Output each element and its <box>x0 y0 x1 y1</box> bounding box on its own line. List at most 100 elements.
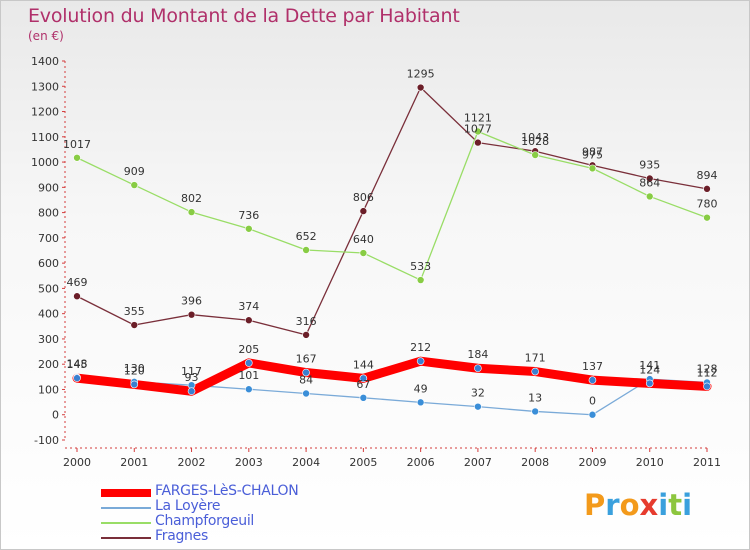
data-label: 49 <box>414 382 428 395</box>
data-point <box>245 359 253 367</box>
data-point <box>359 374 368 383</box>
logo-letter: i <box>682 488 693 522</box>
data-label: 533 <box>410 260 431 273</box>
data-point <box>703 382 711 391</box>
data-point <box>474 402 482 411</box>
data-label: 171 <box>525 352 546 365</box>
data-label: 167 <box>296 353 317 366</box>
data-point <box>416 83 425 92</box>
data-point <box>588 410 597 419</box>
legend-swatch <box>101 507 151 509</box>
data-label: 1295 <box>407 68 435 81</box>
data-point <box>187 310 196 319</box>
data-label: 640 <box>353 233 374 246</box>
data-point <box>531 151 539 159</box>
data-point <box>73 292 81 301</box>
series-line-1 <box>76 376 708 416</box>
data-point <box>130 380 139 389</box>
data-point <box>130 181 139 189</box>
data-point <box>73 153 81 162</box>
data-label: 13 <box>528 391 542 404</box>
data-label: 975 <box>582 148 603 161</box>
data-label: 864 <box>639 176 660 189</box>
series-line-2 <box>76 130 708 281</box>
data-label: 355 <box>124 305 145 318</box>
x-tick-label: 2003 <box>235 456 263 469</box>
data-point <box>588 376 597 384</box>
data-point <box>474 127 482 136</box>
legend-swatch <box>101 489 151 497</box>
data-label: 802 <box>181 192 202 205</box>
legend-swatch <box>101 537 151 539</box>
data-label: 93 <box>185 371 199 384</box>
data-labels: 469 355 396 374 316 806 1295 1077 1043 987 935 894 1… <box>63 68 718 408</box>
data-label: 124 <box>639 363 660 376</box>
series-lines <box>72 86 712 416</box>
x-tick-label: 2009 <box>578 456 606 469</box>
data-label: 145 <box>67 358 88 371</box>
y-tick-label: 1300 <box>31 80 59 93</box>
logo-letter: P <box>584 488 606 522</box>
y-tick-label: 400 <box>38 308 59 321</box>
data-label: 32 <box>471 387 485 400</box>
data-label: 205 <box>238 343 259 356</box>
legend-swatch <box>101 522 151 524</box>
series-points <box>73 83 711 419</box>
x-tick-label: 2005 <box>349 456 377 469</box>
axes: -100 0 100 200 300 400 500 600 700 800 900 1000 1100… <box>31 55 721 469</box>
data-label: 184 <box>467 348 488 361</box>
data-label: 652 <box>296 230 317 243</box>
x-tick-label: 2000 <box>63 456 91 469</box>
data-label: 130 <box>124 362 145 375</box>
data-point <box>359 249 368 257</box>
y-tick-label: 300 <box>38 333 59 346</box>
data-point <box>645 192 654 201</box>
data-point <box>359 207 368 215</box>
data-point <box>474 364 482 373</box>
data-point <box>245 385 253 394</box>
x-tick-label: 2006 <box>407 456 435 469</box>
y-tick-label: 700 <box>38 232 59 245</box>
data-label: 67 <box>356 378 370 391</box>
data-label: 909 <box>124 165 145 178</box>
series-line-0 <box>72 356 712 396</box>
data-point <box>416 357 425 365</box>
data-point <box>302 389 310 398</box>
x-tick-label: 2002 <box>178 456 206 469</box>
y-tick-label: 200 <box>38 358 59 371</box>
data-point <box>645 174 654 183</box>
data-label: 316 <box>296 315 317 328</box>
data-label: 128 <box>697 362 718 375</box>
data-label: 1028 <box>521 135 549 148</box>
data-point <box>187 208 196 216</box>
data-label: 780 <box>697 198 718 211</box>
data-label: 144 <box>353 358 374 371</box>
data-label: 137 <box>582 360 603 373</box>
data-point <box>645 379 654 388</box>
data-label: 112 <box>697 366 718 379</box>
data-label: 1077 <box>464 123 492 136</box>
chart-subtitle: (en €) <box>28 29 64 43</box>
x-tick-label: 2010 <box>636 456 664 469</box>
data-point <box>588 164 597 173</box>
data-label: 1017 <box>63 138 91 151</box>
data-point <box>302 368 310 377</box>
x-tick-label: 2001 <box>120 456 148 469</box>
data-point <box>130 321 139 329</box>
data-label: 987 <box>582 145 603 158</box>
data-point <box>474 138 482 147</box>
data-label: 101 <box>238 369 259 382</box>
logo-letter: r <box>605 488 620 522</box>
y-tick-label: 800 <box>38 207 59 220</box>
data-point <box>703 213 711 222</box>
data-point <box>245 224 253 233</box>
logo-letter: o <box>619 488 640 522</box>
data-label: 1121 <box>464 111 492 124</box>
y-tick-label: 900 <box>38 181 59 194</box>
chart-title: Evolution du Montant de la Dette par Hab… <box>28 5 460 27</box>
proxiti-logo: Proxiti <box>584 488 692 522</box>
y-tick-label: 1400 <box>31 55 59 68</box>
legend-label: Champforgeuil <box>155 513 255 529</box>
y-tick-label: 500 <box>38 282 59 295</box>
